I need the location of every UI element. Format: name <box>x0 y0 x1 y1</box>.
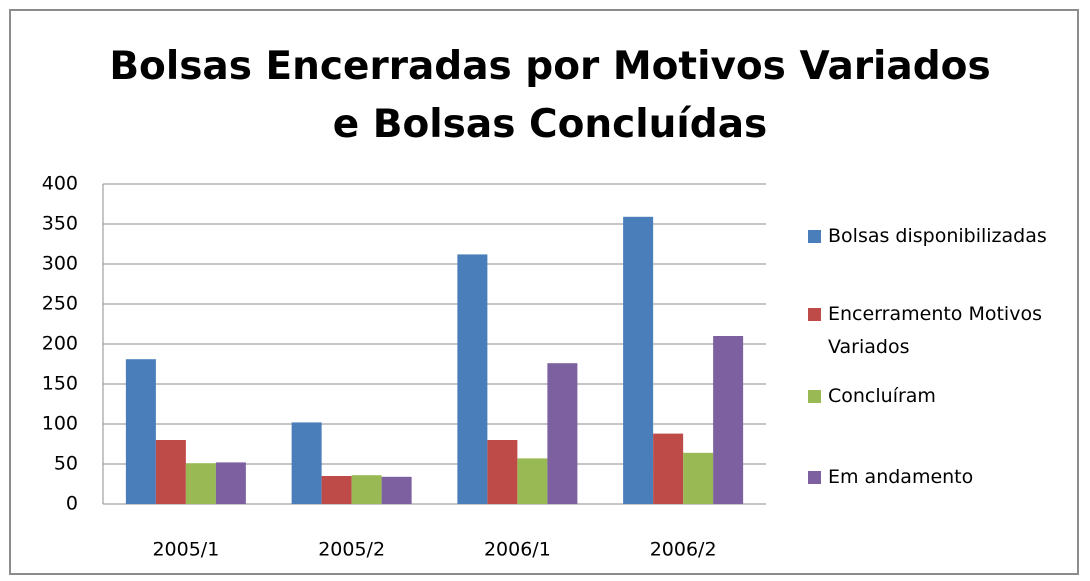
bar <box>487 440 518 504</box>
x-tick-label: 2005/1 <box>152 539 219 561</box>
y-tick-label: 250 <box>42 293 78 315</box>
bar <box>713 336 744 504</box>
bar <box>351 475 382 504</box>
y-tick-label: 50 <box>54 453 78 475</box>
bar <box>457 254 488 504</box>
bar <box>517 458 548 504</box>
bar <box>653 433 684 504</box>
legend-item: Concluíram <box>808 380 1083 413</box>
legend-swatch <box>808 308 821 321</box>
y-tick-label: 400 <box>42 173 78 195</box>
legend-label: Encerramento Motivos Variados <box>828 303 1042 358</box>
y-tick-label: 300 <box>42 253 78 275</box>
y-tick-label: 200 <box>42 333 78 355</box>
legend-label: Concluíram <box>828 385 936 407</box>
bar <box>381 476 412 504</box>
bar <box>125 359 156 504</box>
bar <box>547 363 578 504</box>
x-tick-label: 2006/1 <box>484 539 551 561</box>
chart-frame <box>9 9 1079 575</box>
bar <box>623 216 654 505</box>
bar <box>683 452 714 504</box>
chart-title: Bolsas Encerradas por Motivos Variados e… <box>109 44 991 147</box>
legend-item: Em andamento <box>808 461 1083 494</box>
legend-label: Bolsas disponibilizadas <box>828 225 1047 247</box>
bar <box>321 476 352 504</box>
y-tick-label: 350 <box>42 213 78 235</box>
x-tick-label: 2005/2 <box>318 539 385 561</box>
x-tick-label: 2006/2 <box>650 539 717 561</box>
y-tick-label: 0 <box>66 493 78 515</box>
legend-swatch <box>808 471 821 484</box>
bar <box>155 440 186 504</box>
legend-swatch <box>808 230 821 243</box>
y-tick-label: 150 <box>42 373 78 395</box>
legend-item: Encerramento Motivos Variados <box>808 298 1083 364</box>
legend-swatch <box>808 390 821 403</box>
legend-label: Em andamento <box>828 466 974 488</box>
bar <box>185 463 216 504</box>
bar <box>215 462 246 504</box>
y-tick-label: 100 <box>42 413 78 435</box>
bar <box>291 422 322 504</box>
legend-item: Bolsas disponibilizadas <box>808 220 1083 253</box>
